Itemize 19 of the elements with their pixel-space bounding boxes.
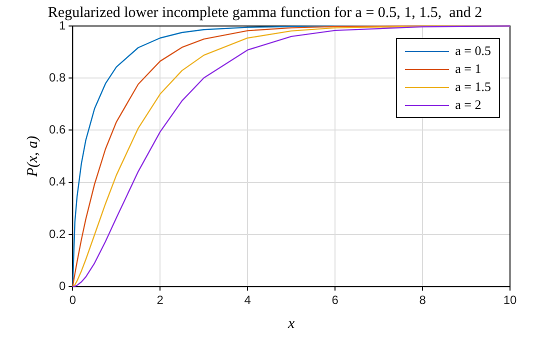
x-tick-label: 8 (419, 293, 426, 308)
x-axis-title: x (287, 316, 296, 332)
x-tick-label: 6 (332, 293, 339, 308)
x-tick-label: 2 (156, 293, 164, 308)
y-tick-label: 0 (58, 278, 66, 293)
y-tick-label: 0.6 (48, 122, 66, 137)
legend-label: a = 1.5 (455, 79, 491, 95)
legend-label: a = 0.5 (455, 43, 491, 59)
y-tick-label: 0.2 (48, 226, 66, 241)
x-tick-label: 10 (503, 293, 517, 308)
legend-label: a = 2 (455, 97, 482, 113)
legend-label: a = 1 (455, 61, 482, 77)
y-tick-label: 1 (58, 18, 66, 32)
x-tick-label: 4 (244, 293, 252, 308)
y-tick-label: 0.4 (48, 174, 66, 189)
y-tick-label: 0.8 (48, 70, 66, 84)
x-tick-label: 0 (69, 293, 76, 308)
chart-title: Regularized lower incomplete gamma function for a = 0.5, 1, 1.5, and 2 (48, 4, 482, 21)
y-axis-title: P(x, a) (24, 136, 41, 178)
